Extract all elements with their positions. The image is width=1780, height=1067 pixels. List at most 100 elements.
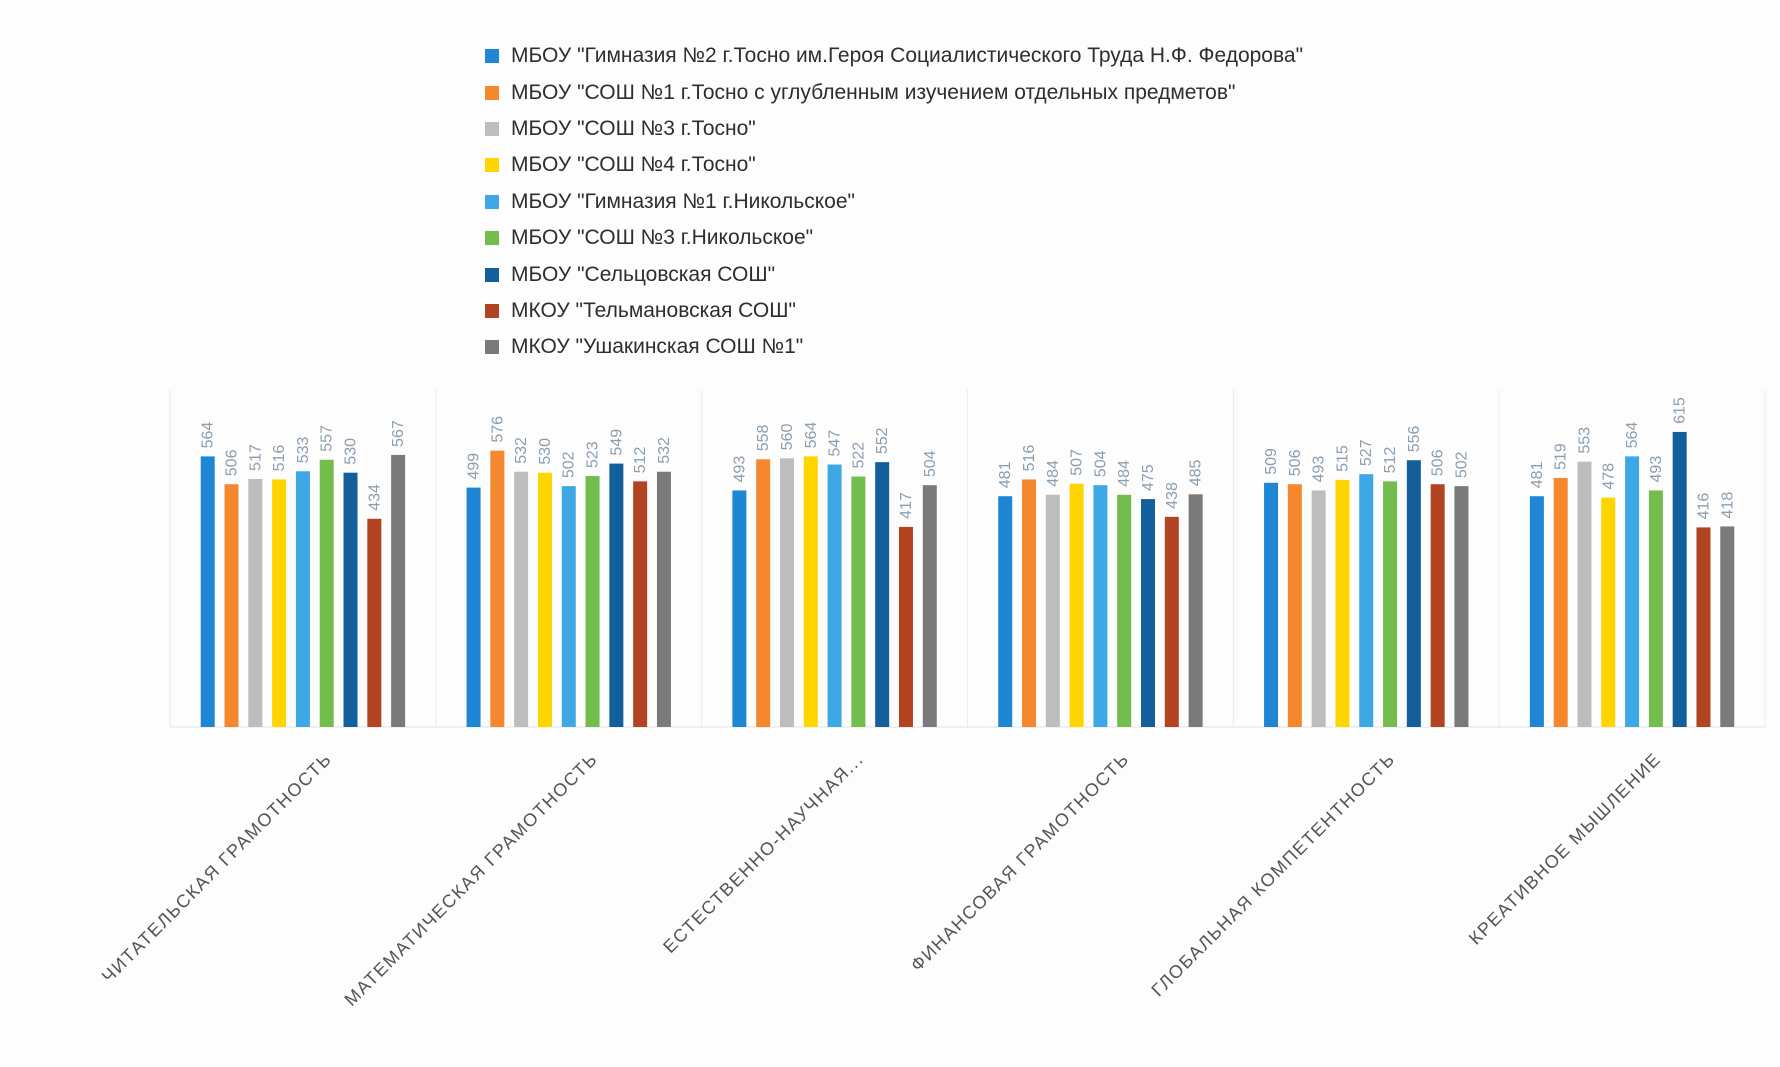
data-label: 522 <box>850 442 867 469</box>
data-label: 519 <box>1553 443 1570 470</box>
category-label: ЕСТЕСТВЕННО-НАУЧНАЯ... <box>659 749 867 957</box>
legend-item: МБОУ "СОШ №3 г.Тосно" <box>485 111 1303 147</box>
bar <box>585 476 600 727</box>
data-label: 567 <box>390 420 407 447</box>
bar <box>391 454 406 727</box>
data-label: 506 <box>1287 449 1304 476</box>
data-label: 517 <box>247 444 264 471</box>
data-label: 533 <box>295 436 312 463</box>
data-label: 512 <box>1382 447 1399 474</box>
legend-item: МБОУ "СОШ №1 г.Тосно с углубленным изуче… <box>485 74 1303 110</box>
data-label: 557 <box>319 425 336 452</box>
legend-swatch <box>485 231 499 246</box>
data-label: 481 <box>1529 461 1546 488</box>
bar <box>1625 456 1640 727</box>
data-label: 493 <box>1311 456 1328 483</box>
bar <box>1311 490 1326 727</box>
data-label: 478 <box>1600 463 1617 490</box>
category-label: ЧИТАТЕЛЬСКАЯ ГРАМОТНОСТЬ <box>98 749 336 987</box>
data-label: 523 <box>585 441 602 468</box>
data-label: 493 <box>731 456 748 483</box>
bar <box>922 485 937 727</box>
legend-item: МБОУ "СОШ №3 г.Никольское" <box>485 220 1303 256</box>
legend-swatch <box>485 267 499 282</box>
bar <box>1672 431 1687 727</box>
legend-swatch <box>485 303 499 318</box>
data-label: 485 <box>1188 460 1205 487</box>
bar <box>295 471 310 727</box>
legend-label: МБОУ "СОШ №3 г.Никольское" <box>511 226 814 250</box>
bar <box>1696 527 1711 727</box>
category-label: ФИНАНСОВАЯ ГРАМОТНОСТЬ <box>907 749 1134 976</box>
data-label: 516 <box>271 445 288 472</box>
bar <box>1287 484 1302 727</box>
data-label: 484 <box>1116 460 1133 487</box>
data-label: 484 <box>1045 460 1062 487</box>
bar <box>224 484 239 727</box>
legend-label: МКОУ "Ушакинская СОШ №1" <box>511 335 804 359</box>
legend-item: МБОУ "Гимназия №2 г.Тосно им.Героя Социа… <box>485 38 1303 74</box>
bar <box>609 463 624 727</box>
data-label: 475 <box>1140 464 1157 491</box>
data-label: 552 <box>874 427 891 454</box>
bar <box>779 458 794 727</box>
legend-label: МКОУ "Тельмановская СОШ" <box>511 298 796 322</box>
bar <box>1164 516 1179 727</box>
bar <box>343 472 358 727</box>
data-label: 417 <box>898 492 915 519</box>
legend-swatch <box>485 340 499 355</box>
bar <box>1430 484 1445 727</box>
bar <box>1141 499 1156 727</box>
data-label: 532 <box>513 437 530 464</box>
bar <box>998 496 1013 727</box>
bar <box>732 490 747 727</box>
data-label: 502 <box>561 451 578 478</box>
bar <box>367 518 382 727</box>
legend: МБОУ "Гимназия №2 г.Тосно им.Героя Социа… <box>485 38 1303 366</box>
bar <box>319 459 334 727</box>
bar <box>656 471 671 727</box>
data-label: 615 <box>1672 397 1689 424</box>
data-label: 564 <box>1624 422 1641 449</box>
legend-label: МБОУ "СОШ №1 г.Тосно с углубленным изуче… <box>511 80 1236 104</box>
bar <box>875 462 890 727</box>
bar <box>1406 460 1421 727</box>
bar <box>466 487 481 727</box>
bar <box>898 526 913 727</box>
legend-item: МКОУ "Ушакинская СОШ №1" <box>485 329 1303 365</box>
bar <box>1117 494 1132 727</box>
bar <box>561 486 576 727</box>
data-label: 527 <box>1358 439 1375 466</box>
bar <box>1383 481 1398 727</box>
data-label: 530 <box>343 438 360 465</box>
data-label: 416 <box>1695 493 1712 520</box>
bar <box>248 478 263 727</box>
legend-label: МБОУ "Гимназия №2 г.Тосно им.Героя Социа… <box>511 44 1304 68</box>
data-label: 558 <box>755 424 772 451</box>
bar <box>1454 486 1469 727</box>
legend-swatch <box>485 49 499 64</box>
data-label: 434 <box>366 484 383 511</box>
legend-item: МБОУ "СОШ №4 г.Тосно" <box>485 147 1303 183</box>
bar <box>803 456 818 727</box>
legend-item: МБОУ "Сельцовская СОШ" <box>485 256 1303 292</box>
bar <box>756 459 771 727</box>
bar <box>851 476 866 727</box>
bar <box>1577 461 1592 727</box>
bar <box>1022 479 1037 727</box>
bar <box>514 471 529 727</box>
data-label: 481 <box>997 461 1014 488</box>
legend-swatch <box>485 194 499 209</box>
legend-swatch <box>485 85 499 100</box>
data-label: 564 <box>200 422 217 449</box>
data-label: 506 <box>1430 449 1447 476</box>
data-label: 553 <box>1576 427 1593 454</box>
legend-label: МБОУ "СОШ №4 г.Тосно" <box>511 153 756 177</box>
category-label: КРЕАТИВНОЕ МЫШЛЕНИЕ <box>1465 749 1665 949</box>
data-label: 504 <box>922 450 939 477</box>
data-label: 564 <box>803 422 820 449</box>
bar <box>1529 496 1544 727</box>
data-label: 547 <box>827 430 844 457</box>
